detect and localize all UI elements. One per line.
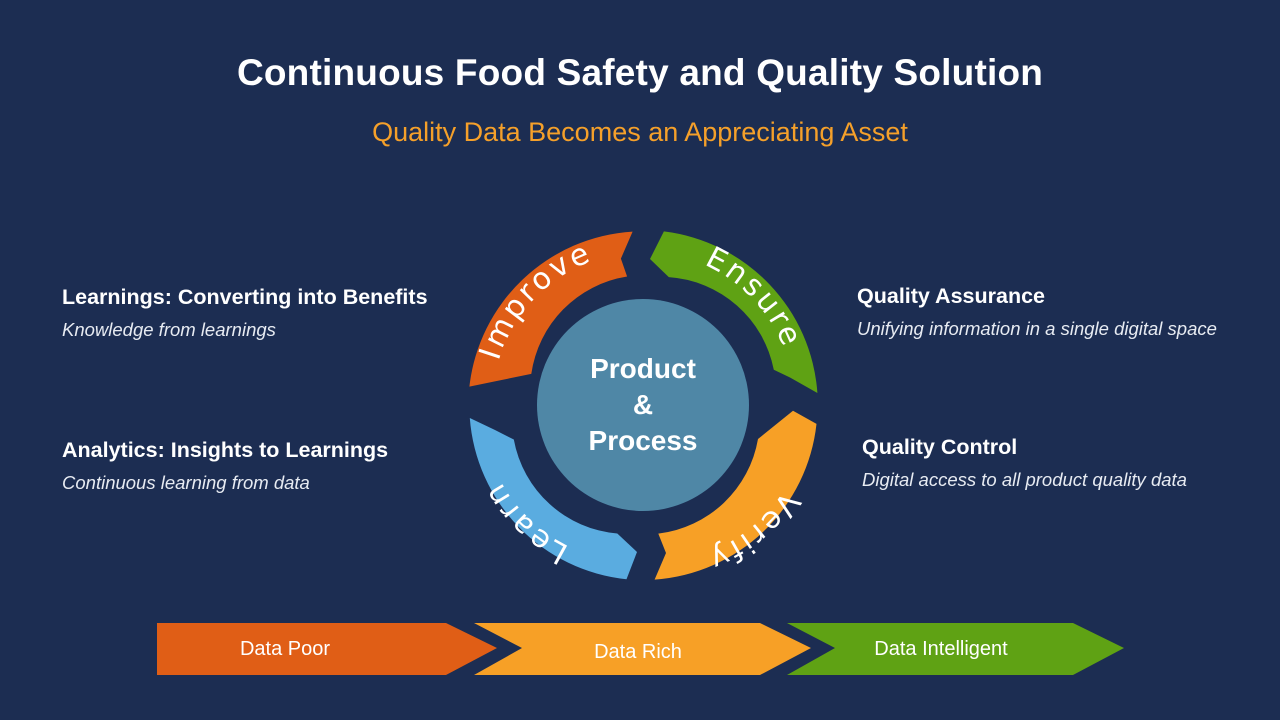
data-intelligent-chevron	[787, 623, 1124, 675]
data-poor-label: Data Poor	[240, 638, 330, 660]
page-subtitle: Quality Data Becomes an Appreciating Ass…	[372, 117, 908, 147]
analytics-block: Analytics: Insights to Learnings Continu…	[62, 438, 388, 494]
hub-label-process: Process	[589, 425, 698, 456]
verify-arc	[654, 410, 817, 580]
data-intelligent-label: Data Intelligent	[874, 638, 1008, 660]
learnings-heading: Learnings: Converting into Benefits	[62, 285, 428, 309]
hub-label-product: Product	[590, 353, 696, 384]
learnings-description: Knowledge from learnings	[62, 319, 276, 340]
data-poor-chevron	[157, 623, 497, 675]
learn-arc	[469, 418, 637, 580]
ensure-arc	[650, 231, 818, 393]
analytics-description: Continuous learning from data	[62, 472, 310, 493]
quality-assurance-description: Unifying information in a single digital…	[857, 318, 1217, 339]
quality-control-heading: Quality Control	[862, 435, 1018, 459]
analytics-heading: Analytics: Insights to Learnings	[62, 438, 389, 462]
data-rich-chevron	[474, 623, 811, 675]
data-rich-label: Data Rich	[594, 641, 682, 663]
quality-control-block: Quality Control Digital access to all pr…	[862, 435, 1187, 491]
quality-assurance-block: Quality Assurance Unifying information i…	[857, 284, 1217, 340]
learnings-block: Learnings: Converting into Benefits Know…	[62, 285, 428, 341]
improve-arc	[469, 231, 633, 387]
page-title: Continuous Food Safety and Quality Solut…	[236, 52, 1044, 93]
quality-assurance-heading: Quality Assurance	[857, 284, 1045, 308]
center-hub	[537, 299, 749, 511]
hub-label-ampersand: &	[633, 389, 653, 420]
quality-control-description: Digital access to all product quality da…	[862, 469, 1187, 490]
